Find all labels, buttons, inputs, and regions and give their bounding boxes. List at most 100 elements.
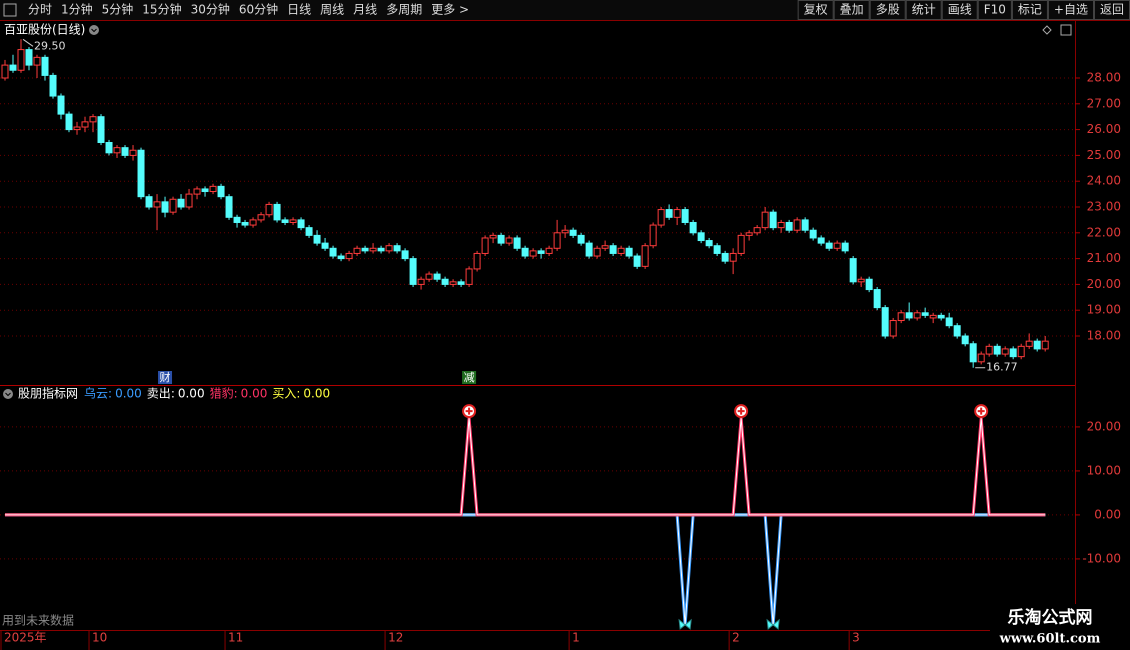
candle-body xyxy=(489,234,497,239)
toolbar-button-frame xyxy=(1011,0,1048,20)
candle-body xyxy=(145,196,153,208)
toolbar-button[interactable]: 返回 xyxy=(1100,3,1124,17)
candle-body xyxy=(305,227,313,236)
candle-body xyxy=(665,209,673,218)
candle-body xyxy=(97,116,105,143)
event-label[interactable]: 减 xyxy=(464,371,475,384)
toolbar-button-frame xyxy=(941,0,978,20)
toolbar-button[interactable]: 标记 xyxy=(1018,3,1042,17)
candle-body xyxy=(777,221,785,229)
candle-body xyxy=(713,245,721,254)
y-tick-label: 21.00 xyxy=(1087,251,1121,265)
chevron xyxy=(91,28,97,33)
pane-button[interactable] xyxy=(1042,25,1052,35)
candle-body xyxy=(641,245,649,267)
watermark-bg xyxy=(990,604,1130,650)
candle-body xyxy=(361,247,369,252)
y-tick-label: 20.00 xyxy=(1087,419,1121,433)
period-tab[interactable]: 日线 xyxy=(287,3,311,17)
toolbar-button[interactable]: +自选 xyxy=(1054,3,1088,17)
buy-signal-cross xyxy=(465,407,473,415)
candle-body xyxy=(929,314,937,319)
period-tab[interactable]: 更多 > xyxy=(431,3,469,17)
candle-body xyxy=(329,247,337,257)
period-tab[interactable]: 1分钟 xyxy=(61,2,93,17)
candle-body xyxy=(169,198,177,213)
candle-body xyxy=(401,250,409,260)
toolbar-button[interactable]: 复权 xyxy=(804,3,828,17)
period-tab[interactable]: 60分钟 xyxy=(239,2,278,17)
candle-body xyxy=(993,345,1001,355)
y-tick-label: 0.00 xyxy=(1094,507,1121,521)
toolbar-button[interactable]: 画线 xyxy=(948,3,972,17)
candle-body xyxy=(41,56,49,76)
candle-body xyxy=(953,325,961,337)
candle-body xyxy=(129,149,137,156)
candle-body xyxy=(353,247,361,254)
candle-body xyxy=(1041,340,1049,350)
annotation-label: 16.77 xyxy=(986,361,1018,374)
candle-body xyxy=(337,255,345,260)
candle-body xyxy=(857,278,865,283)
candle-body xyxy=(537,250,545,254)
period-tab[interactable]: 月线 xyxy=(353,3,377,17)
title-menu[interactable] xyxy=(89,25,99,35)
toolbar-button-frame xyxy=(869,0,906,20)
legend-value: 0.00 xyxy=(178,387,205,401)
candle-body xyxy=(9,64,17,71)
candle-body xyxy=(521,247,529,257)
candle-body xyxy=(601,245,609,249)
period-tab[interactable]: 15分钟 xyxy=(142,2,181,17)
legend-name: 卖出 xyxy=(147,387,171,401)
candle-body xyxy=(513,237,521,249)
candle-body xyxy=(217,185,225,198)
x-tick-label: 2025年 xyxy=(4,631,47,645)
toolbar-button[interactable]: 统计 xyxy=(912,3,936,17)
candle-body xyxy=(425,273,433,280)
stock-title: 百亚股份(日线) xyxy=(4,23,85,37)
toolbar-button[interactable]: 多股 xyxy=(876,3,900,17)
candle-body xyxy=(625,247,633,257)
candle-body xyxy=(377,247,385,252)
indicator-menu[interactable] xyxy=(3,389,13,399)
period-tab[interactable]: 周线 xyxy=(320,3,344,17)
period-tab[interactable]: 5分钟 xyxy=(102,2,134,17)
annotation-arrow xyxy=(22,38,34,47)
period-tab[interactable]: 30分钟 xyxy=(191,2,230,17)
candle-body xyxy=(297,219,305,229)
candle-body xyxy=(593,247,601,257)
candle-body xyxy=(289,219,297,223)
period-tab[interactable]: 多周期 xyxy=(386,3,422,17)
period-tab[interactable]: 分时 xyxy=(28,3,52,17)
indicator-title: 股朋指标网 xyxy=(18,386,78,401)
candle-body xyxy=(721,252,729,262)
candle-body xyxy=(769,211,777,229)
pane-button[interactable] xyxy=(1060,24,1072,36)
toolbar-button[interactable]: F10 xyxy=(984,3,1006,17)
chevron xyxy=(5,392,11,397)
candle-body xyxy=(505,237,513,244)
event-label[interactable]: 财 xyxy=(160,370,171,384)
candle-body xyxy=(249,219,257,226)
toolbar-button[interactable]: 叠加 xyxy=(840,3,864,17)
candle-body xyxy=(841,242,849,252)
candle-body xyxy=(1025,340,1033,347)
candle-body xyxy=(457,281,465,285)
x-tick-label: 12 xyxy=(388,631,403,645)
y-tick-label: 10.00 xyxy=(1087,463,1121,477)
candle-body xyxy=(417,278,425,285)
toolbar-icon[interactable] xyxy=(3,3,17,17)
event-marker xyxy=(158,371,173,384)
candle-body xyxy=(897,312,905,322)
candle-body xyxy=(81,121,89,128)
y-tick-label: 19.00 xyxy=(1087,303,1121,317)
legend-value: 0.00 xyxy=(303,387,330,401)
candle-body xyxy=(465,268,473,285)
toolbar-button-frame xyxy=(905,0,942,20)
candle-body xyxy=(833,242,841,249)
candle-body xyxy=(193,188,201,195)
candle-body xyxy=(561,229,569,234)
candle-body xyxy=(33,56,41,66)
sell-signal xyxy=(678,618,692,630)
candle-body xyxy=(817,237,825,244)
